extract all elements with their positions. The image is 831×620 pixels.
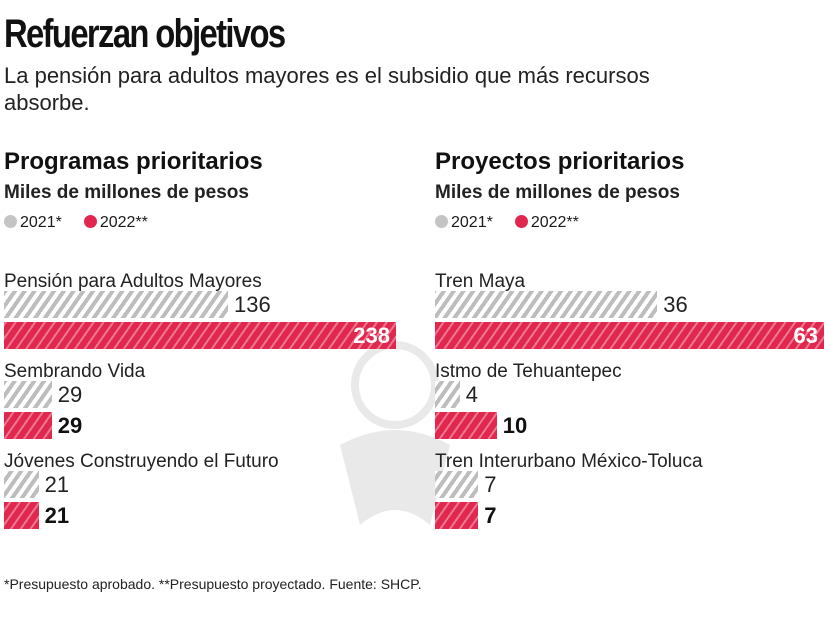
value-label-2022: 238 — [353, 323, 390, 348]
bar-group: Tren Interurbano México-Toluca 7 7 — [435, 452, 831, 542]
bar-group: Sembrando Vida 29 29 — [4, 362, 404, 452]
legend-dot-2021 — [435, 215, 448, 228]
value-label-2022: 63 — [793, 323, 818, 348]
bar-rows: Pensión para Adultos Mayores 136 238 Sembra… — [4, 272, 404, 542]
value-label-2022: 29 — [57, 413, 83, 438]
legend-label: 2022** — [99, 214, 148, 231]
value-label-2022: 10 — [502, 413, 528, 438]
legend-dot-2021 — [4, 215, 17, 228]
panel-programas: Programas prioritarios Miles de millones… — [4, 148, 404, 529]
bar-2022 — [435, 322, 824, 349]
legend-label: 2022** — [530, 214, 579, 231]
bar-2022 — [435, 412, 497, 439]
category-label: Tren Maya — [435, 271, 526, 292]
bar-2021 — [435, 291, 658, 318]
legend-label: 2021* — [20, 214, 62, 231]
bar-2021 — [4, 471, 39, 498]
bar-2022 — [435, 502, 479, 529]
legend-dot-2022 — [83, 215, 97, 228]
chart-title: Programas prioritarios — [4, 148, 263, 175]
bar-group: Jóvenes Construyendo el Futuro 21 21 — [4, 452, 404, 542]
category-label: Tren Interurbano México-Toluca — [435, 451, 703, 472]
legend-item-2022: 2022** — [514, 214, 579, 232]
bar-group: Istmo de Tehuantepec 4 10 — [435, 362, 831, 452]
value-label-2021: 21 — [44, 472, 70, 497]
footnote: *Presupuesto aprobado. **Presupuesto pro… — [4, 576, 422, 592]
legend-label: 2021* — [451, 214, 493, 231]
chart-title: Proyectos prioritarios — [435, 148, 685, 175]
chart-unit: Miles de millones de pesos — [4, 182, 249, 203]
legend-dot-2022 — [514, 215, 528, 228]
legend: 2021* 2022** — [435, 214, 831, 232]
title: Refuerzan objetivos — [4, 12, 286, 56]
bar-2022 — [4, 412, 52, 439]
bar-2021 — [4, 291, 228, 318]
value-label-2022: 7 — [484, 503, 497, 528]
bar-group: Pensión para Adultos Mayores 136 238 — [4, 272, 404, 362]
category-label: Sembrando Vida — [4, 361, 146, 382]
bar-2021 — [435, 471, 479, 498]
value-label-2021: 36 — [663, 292, 688, 317]
value-label-2022: 21 — [44, 503, 70, 528]
bar-rows: Tren Maya 36 63 Istmo de Tehuantepec 4 10 Tren… — [435, 272, 831, 542]
category-label: Jóvenes Construyendo el Futuro — [4, 451, 279, 472]
value-label-2021: 29 — [57, 382, 83, 407]
subtitle: La pensión para adultos mayores es el su… — [4, 63, 650, 115]
legend: 2021* 2022** — [4, 214, 404, 232]
bar-2022 — [4, 322, 396, 349]
bar-2021 — [435, 381, 460, 408]
legend-item-2022: 2022** — [83, 214, 148, 232]
category-label: Pensión para Adultos Mayores — [4, 271, 262, 292]
legend-item-2021: 2021* — [4, 214, 62, 232]
category-label: Istmo de Tehuantepec — [435, 361, 622, 382]
bar-2022 — [4, 502, 39, 529]
bar-2021 — [4, 381, 52, 408]
value-label-2021: 136 — [234, 292, 271, 317]
chart-unit: Miles de millones de pesos — [435, 182, 680, 203]
legend-item-2021: 2021* — [435, 214, 493, 232]
value-label-2021: 7 — [484, 472, 497, 497]
panel-proyectos: Proyectos prioritarios Miles de millones… — [435, 148, 831, 529]
bar-group: Tren Maya 36 63 — [435, 272, 831, 362]
value-label-2021: 4 — [465, 382, 478, 407]
